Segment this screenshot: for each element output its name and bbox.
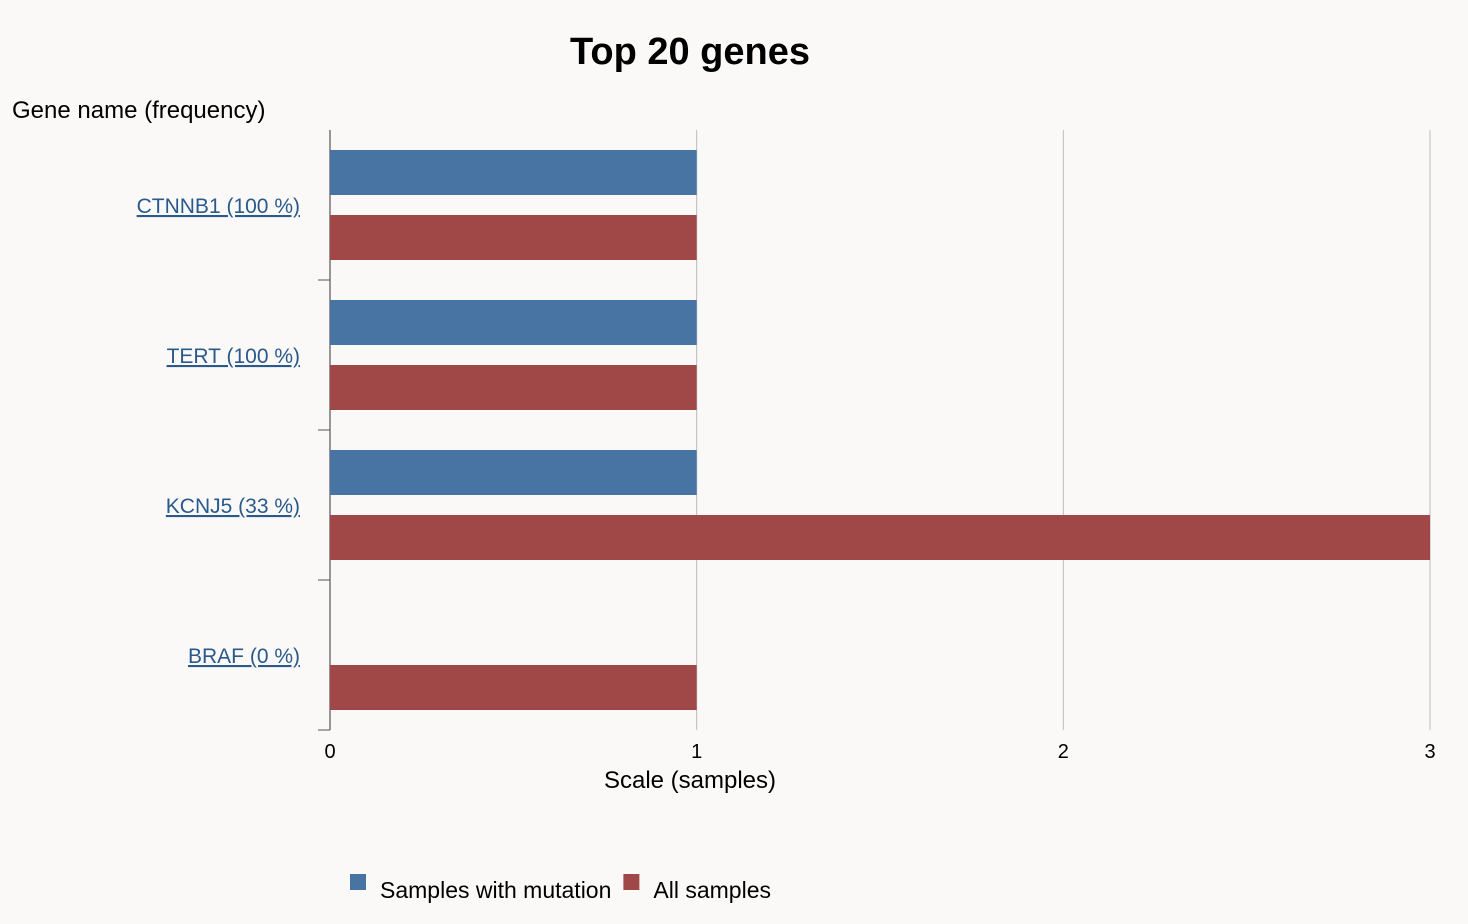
bar (330, 215, 697, 260)
legend-label: All samples (653, 877, 771, 903)
legend-swatch (350, 874, 366, 890)
bar (330, 665, 697, 710)
gene-link[interactable]: KCNJ5 (33 %) (166, 495, 300, 518)
legend: Samples with mutation All samples (350, 874, 771, 903)
x-axis-title: Scale (samples) (604, 767, 776, 794)
bars-layer (330, 150, 1430, 710)
x-tick-label: 1 (691, 741, 702, 763)
bar (330, 150, 697, 195)
bar (330, 515, 1430, 560)
legend-swatch (623, 874, 640, 890)
gene-link[interactable]: TERT (100 %) (167, 345, 300, 368)
axis-layer: 0 1 2 3 CTNNB1 (100 %) TERT (100 %) KCNJ5 (33 … (137, 195, 1436, 763)
y-axis-title: Gene name (frequency) (12, 97, 265, 124)
chart-title: Top 20 genes (570, 31, 810, 73)
gene-link[interactable]: BRAF (0 %) (188, 645, 300, 668)
x-tick-label: 3 (1424, 741, 1435, 763)
x-tick-label: 0 (324, 741, 335, 763)
bar (330, 300, 697, 345)
bar (330, 450, 697, 495)
x-tick-label: 2 (1058, 741, 1069, 763)
legend-label: Samples with mutation (380, 877, 611, 903)
gene-link[interactable]: CTNNB1 (100 %) (137, 195, 300, 218)
bar (330, 365, 697, 410)
